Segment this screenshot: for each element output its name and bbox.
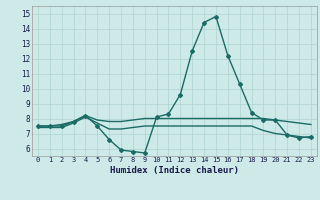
X-axis label: Humidex (Indice chaleur): Humidex (Indice chaleur) <box>110 166 239 175</box>
